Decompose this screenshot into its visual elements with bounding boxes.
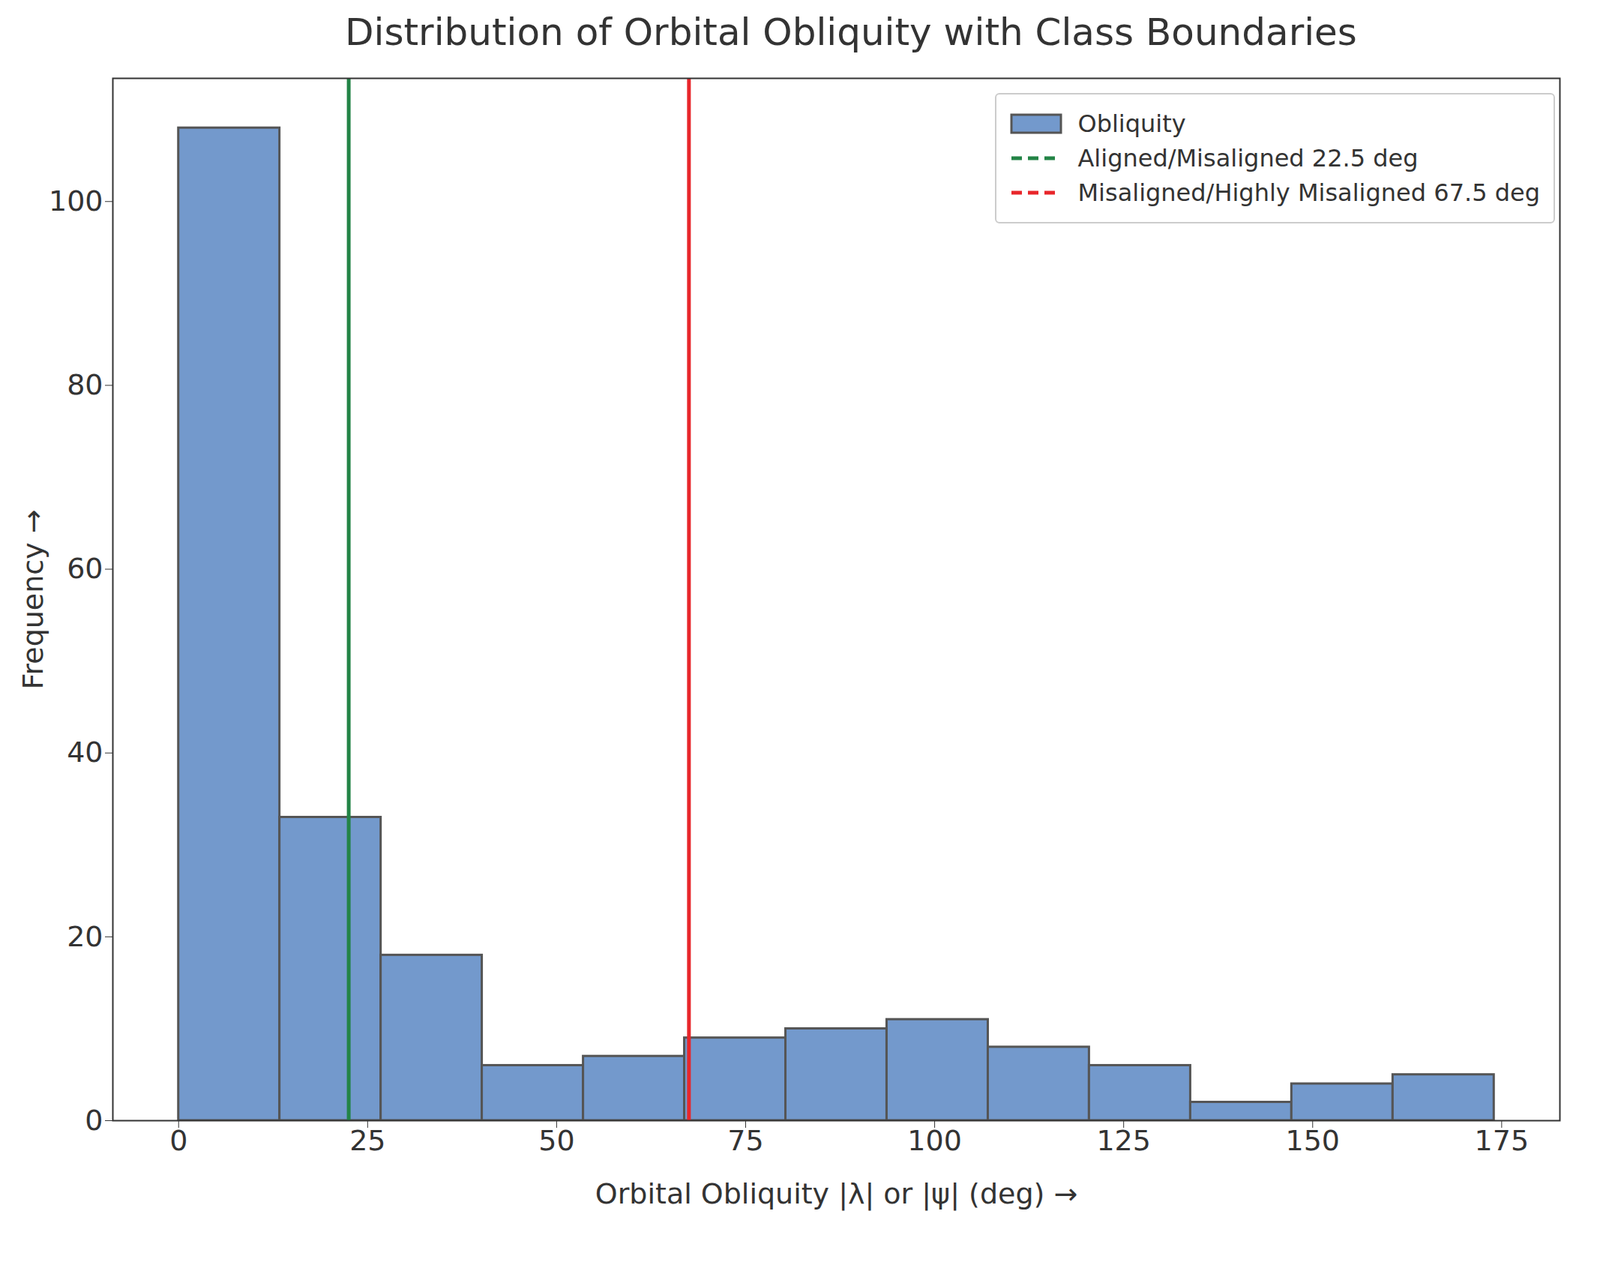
html-text:Obliquity: Obliquity (1077, 109, 1186, 138)
svg-text:25: 25 (349, 1123, 386, 1157)
svg-text:40: 40 (66, 735, 103, 769)
svg-text:175: 175 (1474, 1123, 1530, 1157)
svg-text:0: 0 (84, 1103, 103, 1137)
svg-text:100: 100 (907, 1123, 962, 1157)
svg-text:60: 60 (66, 551, 103, 585)
svg-text:Frequency →: Frequency → (16, 509, 50, 690)
svg-text:125: 125 (1096, 1123, 1151, 1157)
html-text:Misaligned/Highly Misaligned 6: Misaligned/Highly Misaligned 67.5 deg (1077, 178, 1541, 207)
html-text:Aligned/Misaligned 22.5 deg: Aligned/Misaligned 22.5 deg (1077, 143, 1419, 173)
svg-text:Orbital Obliquity |λ| or |ψ| (: Orbital Obliquity |λ| or |ψ| (deg) → (595, 1177, 1078, 1211)
svg-text:150: 150 (1285, 1123, 1341, 1157)
svg-text:50: 50 (538, 1123, 575, 1157)
svg-text:20: 20 (66, 919, 103, 953)
svg-text:100: 100 (48, 184, 104, 218)
svg-text:80: 80 (66, 368, 103, 402)
svg-text:0: 0 (169, 1123, 188, 1157)
svg-text:75: 75 (727, 1123, 764, 1157)
html-text:Distribution of Orbital Obliqu: Distribution of Orbital Obliquity with C… (344, 10, 1358, 54)
